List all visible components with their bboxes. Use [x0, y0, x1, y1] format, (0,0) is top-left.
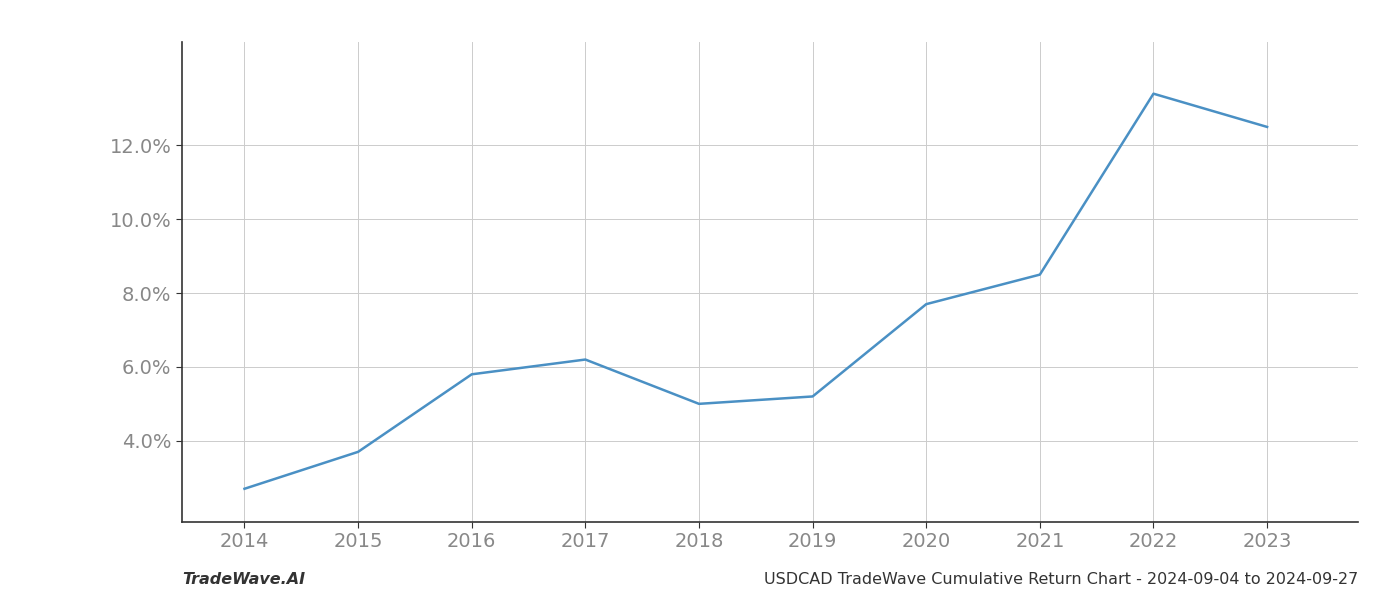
Text: TradeWave.AI: TradeWave.AI: [182, 572, 305, 587]
Text: USDCAD TradeWave Cumulative Return Chart - 2024-09-04 to 2024-09-27: USDCAD TradeWave Cumulative Return Chart…: [764, 572, 1358, 587]
